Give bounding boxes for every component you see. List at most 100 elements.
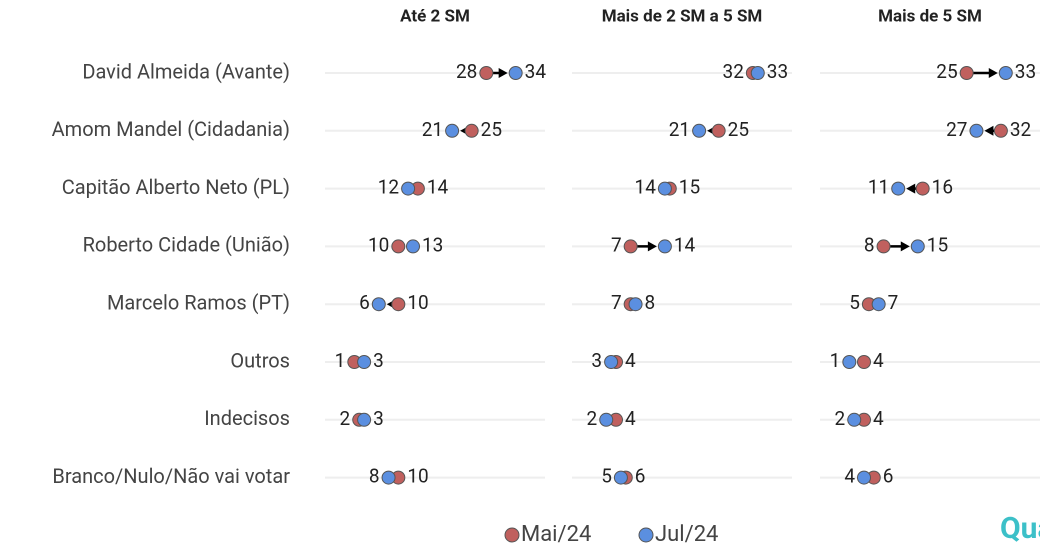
value-label: 32 xyxy=(1010,118,1031,141)
dot xyxy=(357,412,372,427)
value-label: 5 xyxy=(601,465,612,488)
value-label: 21 xyxy=(669,118,690,141)
legend-swatch xyxy=(504,527,520,543)
arrow-head xyxy=(988,68,998,78)
dot xyxy=(599,412,614,427)
dot xyxy=(993,123,1008,138)
arrow-head xyxy=(498,68,508,78)
value-label: 13 xyxy=(422,233,443,256)
dot xyxy=(445,123,460,138)
legend-label: Mai/24 xyxy=(521,522,591,547)
arrow-head xyxy=(900,241,910,252)
dot xyxy=(692,123,707,138)
value-label: 16 xyxy=(932,176,953,199)
row-label: Outros xyxy=(230,348,290,372)
dot xyxy=(371,297,386,312)
value-label: 7 xyxy=(611,291,622,314)
dot xyxy=(401,181,416,196)
value-label: 8 xyxy=(369,465,380,488)
value-label: 32 xyxy=(723,60,744,83)
value-label: 34 xyxy=(525,60,547,83)
value-label: 25 xyxy=(936,60,957,83)
dot xyxy=(910,239,925,254)
value-label: 3 xyxy=(373,349,384,372)
dot xyxy=(876,239,891,254)
value-label: 14 xyxy=(674,233,696,256)
dot xyxy=(391,297,406,312)
value-label: 10 xyxy=(407,291,428,314)
logo: Qua xyxy=(1000,511,1040,546)
value-label: 33 xyxy=(767,60,788,83)
value-label: 7 xyxy=(888,291,899,314)
dot xyxy=(750,66,765,80)
value-label: 27 xyxy=(946,118,967,141)
value-label: 6 xyxy=(359,291,370,314)
dot xyxy=(657,239,672,254)
value-label: 33 xyxy=(1015,60,1036,83)
dot xyxy=(406,239,420,254)
row-label: Indecisos xyxy=(204,406,290,430)
row-label: Branco/Nulo/Não vai votar xyxy=(52,464,290,488)
row-label: David Almeida (Avante) xyxy=(82,59,290,83)
value-label: 11 xyxy=(868,176,889,199)
value-label: 15 xyxy=(679,176,700,199)
dot xyxy=(842,355,857,369)
value-label: 2 xyxy=(340,407,351,430)
value-label: 6 xyxy=(883,465,894,488)
value-label: 5 xyxy=(849,291,860,314)
dot xyxy=(657,181,672,196)
value-label: 14 xyxy=(427,176,449,199)
value-label: 4 xyxy=(625,349,636,372)
value-label: 25 xyxy=(728,118,749,141)
value-label: 28 xyxy=(456,60,477,83)
dot xyxy=(464,123,479,138)
dot xyxy=(391,239,406,254)
dot xyxy=(508,66,523,80)
value-label: 21 xyxy=(422,118,443,141)
value-label: 1 xyxy=(830,349,841,372)
dot xyxy=(711,123,726,138)
dot xyxy=(959,66,974,80)
legend-swatch xyxy=(638,527,654,543)
row-label: Capitão Alberto Neto (PL) xyxy=(62,175,290,199)
dot xyxy=(604,355,619,369)
dot xyxy=(857,470,871,485)
value-label: 4 xyxy=(844,465,855,488)
arrow-head xyxy=(906,183,916,194)
dot xyxy=(969,123,984,138)
dot xyxy=(915,181,930,196)
value-label: 8 xyxy=(864,233,875,256)
panel-title: Até 2 SM xyxy=(400,6,470,26)
legend-label: Jul/24 xyxy=(655,522,718,547)
dot xyxy=(381,470,396,485)
value-label: 3 xyxy=(373,407,384,430)
panel-title: Mais de 5 SM xyxy=(878,6,982,26)
value-label: 12 xyxy=(378,176,399,199)
value-label: 2 xyxy=(835,407,846,430)
dot xyxy=(871,297,886,312)
dot xyxy=(479,66,494,80)
value-label: 1 xyxy=(335,349,346,372)
dot xyxy=(891,181,906,196)
dot xyxy=(998,66,1013,80)
value-label: 10 xyxy=(368,233,389,256)
panel-title: Mais de 2 SM a 5 SM xyxy=(602,6,763,26)
dot xyxy=(613,470,628,485)
value-label: 8 xyxy=(645,291,656,314)
value-label: 10 xyxy=(407,465,428,488)
value-label: 14 xyxy=(635,176,657,199)
row-label: Roberto Cidade (União) xyxy=(83,233,290,257)
row-label: Marcelo Ramos (PT) xyxy=(107,290,290,314)
dot xyxy=(623,239,638,254)
row-label: Amom Mandel (Cidadania) xyxy=(52,117,290,141)
arrow-head xyxy=(647,241,657,252)
value-label: 2 xyxy=(587,407,598,430)
dot xyxy=(357,355,372,369)
arrow-head xyxy=(984,125,994,136)
value-label: 25 xyxy=(481,118,502,141)
value-label: 6 xyxy=(635,465,646,488)
value-label: 4 xyxy=(625,407,636,430)
value-label: 15 xyxy=(927,233,948,256)
value-label: 4 xyxy=(873,349,884,372)
